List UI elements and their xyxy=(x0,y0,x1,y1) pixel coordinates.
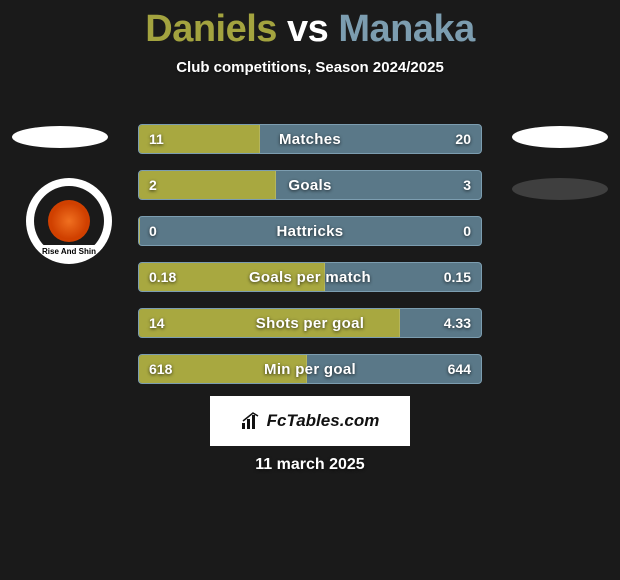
left-team-slot-1 xyxy=(12,126,108,148)
stat-value-right: 4.33 xyxy=(444,309,471,337)
stat-label: Hattricks xyxy=(139,217,481,245)
stat-label: Min per goal xyxy=(139,355,481,383)
stat-label: Matches xyxy=(139,125,481,153)
stat-bar: 618Min per goal644 xyxy=(138,354,482,384)
snapshot-date: 11 march 2025 xyxy=(0,456,620,474)
stat-value-right: 0.15 xyxy=(444,263,471,291)
stat-value-right: 0 xyxy=(463,217,471,245)
source-text: FcTables.com xyxy=(267,411,380,431)
stat-label: Goals per match xyxy=(139,263,481,291)
stat-label: Shots per goal xyxy=(139,309,481,337)
player-1-name: Daniels xyxy=(145,8,277,50)
crest-inner: Rise And Shin xyxy=(34,186,104,256)
stat-value-right: 20 xyxy=(455,125,471,153)
stat-label: Goals xyxy=(139,171,481,199)
subtitle: Club competitions, Season 2024/2025 xyxy=(0,59,620,76)
right-team-slot-1 xyxy=(512,126,608,148)
stat-bar: 14Shots per goal4.33 xyxy=(138,308,482,338)
stat-value-right: 3 xyxy=(463,171,471,199)
player-2-name: Manaka xyxy=(338,8,474,50)
vs-text: vs xyxy=(287,8,328,50)
right-team-slot-2 xyxy=(512,178,608,200)
comparison-bars: 11Matches20 2Goals3 0Hattricks0 0.18Goals p… xyxy=(138,124,482,400)
source-logo-icon xyxy=(241,411,261,431)
source-badge: FcTables.com xyxy=(210,396,410,446)
crest-banner-text: Rise And Shin xyxy=(26,245,112,258)
stat-bar: 2Goals3 xyxy=(138,170,482,200)
stat-bar: 0Hattricks0 xyxy=(138,216,482,246)
crest-sun-icon xyxy=(48,200,90,242)
stat-bar: 0.18Goals per match0.15 xyxy=(138,262,482,292)
left-club-crest: Rise And Shin xyxy=(26,178,112,264)
stat-value-right: 644 xyxy=(448,355,471,383)
stat-bar: 11Matches20 xyxy=(138,124,482,154)
comparison-title: Daniels vs Manaka xyxy=(0,0,620,51)
